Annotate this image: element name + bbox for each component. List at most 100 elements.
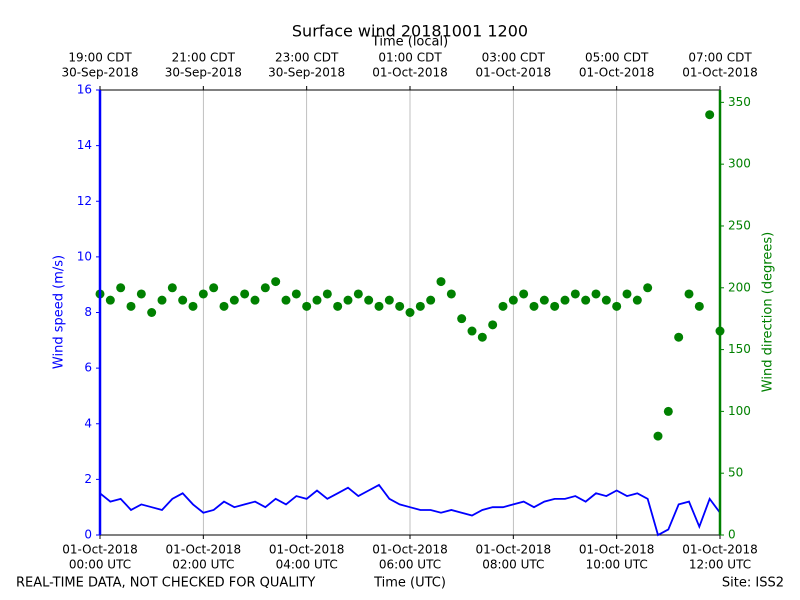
y2-tick-label: 100 [728,404,751,418]
x-tick-label: 01-Oct-2018 [269,543,345,557]
direction-point [188,301,198,311]
footer-note: REAL-TIME DATA, NOT CHECKED FOR QUALITY [16,576,315,591]
x2-tick-label: 03:00 CDT [482,51,546,65]
direction-point [550,301,560,311]
y2-axis-label: Wind direction (degrees) [761,232,776,392]
direction-point [364,295,374,305]
x-tick-label: 01-Oct-2018 [476,543,552,557]
x-tick-label: 08:00 UTC [482,558,544,572]
direction-point [446,289,456,299]
x-tick-label: 01-Oct-2018 [682,543,758,557]
y2-tick-label: 200 [728,280,751,294]
y2-tick-label: 50 [728,466,743,480]
x-tick-label: 00:00 UTC [69,558,131,572]
x2-tick-label: 30-Sep-2018 [165,66,242,80]
direction-point [539,295,549,305]
direction-point [116,283,126,293]
direction-point [570,289,580,299]
y-tick-label: 2 [84,472,92,486]
y2-tick-label: 0 [728,528,736,542]
direction-point [281,295,291,305]
y2-tick-label: 250 [728,218,751,232]
x-tick-label: 01-Oct-2018 [579,543,655,557]
direction-point [436,277,446,287]
x-tick-label: 12:00 UTC [689,558,751,572]
y-axis-label: Wind speed (m/s) [52,255,67,369]
direction-point [405,308,415,317]
chart-title: Surface wind 20181001 1200 [292,22,528,41]
direction-point [302,301,312,311]
direction-point [508,295,518,305]
direction-point [705,110,715,120]
direction-point [312,295,322,305]
direction-point [457,314,467,324]
direction-point [674,332,684,342]
direction-point [477,332,487,342]
direction-point [178,295,188,305]
direction-point [498,301,508,311]
direction-point [167,283,177,293]
direction-point [260,283,270,293]
direction-point [632,295,642,305]
direction-point [519,289,529,299]
direction-point [240,289,250,299]
direction-point [622,289,632,299]
y2-tick-label: 350 [728,95,751,109]
direction-point [198,289,208,299]
x2-tick-label: 05:00 CDT [585,51,649,65]
direction-point [229,295,239,305]
direction-point [467,326,477,336]
direction-point [591,289,601,299]
direction-point [415,301,425,311]
direction-point [395,301,405,311]
direction-point [643,283,653,293]
direction-point [694,301,704,311]
y-tick-label: 6 [84,361,92,375]
y-tick-label: 12 [77,194,92,208]
x2-tick-label: 30-Sep-2018 [268,66,345,80]
x2-tick-label: 01-Oct-2018 [579,66,655,80]
speed-line [99,483,721,537]
direction-point [147,308,157,317]
y-tick-label: 14 [77,138,92,152]
y-tick-label: 16 [77,83,92,97]
direction-point [333,301,343,311]
x2-tick-label: 01:00 CDT [378,51,442,65]
direction-point [374,301,384,311]
x2-tick-label: 30-Sep-2018 [61,66,138,80]
direction-point [322,289,332,299]
direction-point [126,301,136,311]
x2-tick-label: 07:00 CDT [688,51,752,65]
x2-tick-label: 01-Oct-2018 [682,66,758,80]
x2-tick-label: 21:00 CDT [172,51,236,65]
direction-point [157,295,167,305]
x-tick-label: 01-Oct-2018 [62,543,138,557]
x2-axis-label: Time (local) [371,35,448,50]
direction-point [343,295,353,305]
y-tick-label: 8 [84,305,92,319]
direction-point [581,295,591,305]
direction-point [653,431,663,441]
direction-point [209,283,219,293]
y2-tick-label: 150 [728,342,751,356]
y-tick-label: 4 [84,416,92,430]
direction-point [384,295,394,305]
x-tick-label: 01-Oct-2018 [166,543,242,557]
x2-tick-label: 01-Oct-2018 [476,66,552,80]
direction-point [353,289,363,299]
x2-tick-label: 01-Oct-2018 [372,66,448,80]
x2-tick-label: 23:00 CDT [275,51,339,65]
direction-point [105,295,115,305]
direction-point [529,301,539,311]
direction-point [426,295,436,305]
direction-point [250,295,260,305]
direction-point [271,277,281,287]
direction-point [219,301,229,311]
x-axis-label: Time (UTC) [373,576,446,591]
x2-tick-label: 19:00 CDT [68,51,132,65]
direction-point [601,295,611,305]
y-tick-label: 0 [84,528,92,542]
direction-point [560,295,570,305]
x-tick-label: 02:00 UTC [172,558,234,572]
